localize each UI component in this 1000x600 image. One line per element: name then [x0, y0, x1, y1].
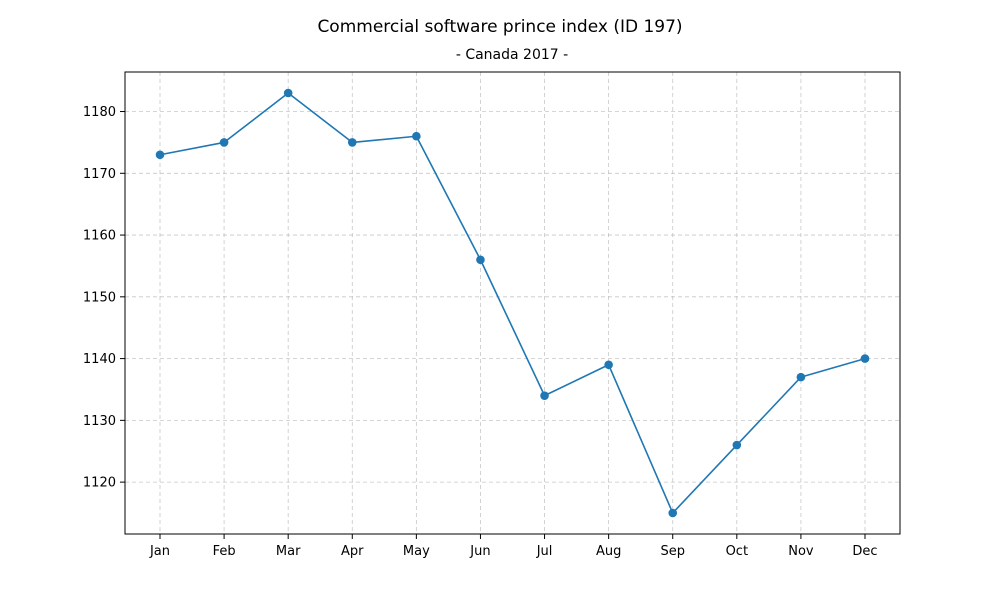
chart-subtitle: - Canada 2017 -: [456, 47, 568, 63]
y-tick-label: 1120: [83, 476, 116, 491]
data-point: [412, 131, 421, 141]
data-point: [604, 360, 613, 370]
data-point: [476, 255, 485, 265]
data-point: [732, 440, 742, 450]
y-tick-label: 1180: [83, 105, 116, 120]
x-tick-label: Feb: [213, 544, 236, 559]
data-point: [796, 372, 806, 382]
series-layer: [155, 88, 870, 518]
y-tick-label: 1160: [83, 229, 116, 244]
x-tick-label: Dec: [852, 544, 877, 559]
x-axis-ticks: Jan Feb Mar Apr May Jun Jul Aug Sep Oct Nov Dec: [149, 534, 878, 559]
plot-area-frame: [124, 71, 901, 535]
x-tick-label: Jun: [469, 544, 490, 559]
grid-lines: [125, 72, 900, 534]
y-tick-label: 1140: [83, 352, 116, 367]
x-tick-label: Apr: [341, 544, 364, 559]
y-tick-label: 1130: [83, 414, 116, 429]
x-tick-label: Oct: [726, 544, 748, 559]
x-tick-label: Mar: [276, 544, 301, 559]
x-tick-label: Jul: [536, 544, 553, 559]
y-tick-label: 1150: [83, 290, 116, 305]
y-tick-label: 1170: [83, 167, 116, 182]
data-point: [860, 354, 870, 363]
x-tick-label: May: [403, 544, 430, 559]
data-point: [155, 150, 165, 160]
data-point: [540, 391, 549, 400]
x-tick-label: Aug: [596, 544, 621, 559]
y-axis-ticks: 1120 1130 1140 1150 1160 1170 1180: [83, 105, 125, 491]
chart-title: Commercial software prince index (ID 197…: [317, 17, 682, 37]
x-tick-label: Sep: [660, 544, 685, 559]
data-point: [668, 508, 678, 518]
data-point: [347, 138, 357, 147]
data-point: [283, 88, 293, 98]
series-line: [159, 92, 866, 514]
x-tick-label: Nov: [788, 544, 814, 559]
data-point: [219, 138, 229, 147]
x-tick-label: Jan: [149, 544, 170, 559]
